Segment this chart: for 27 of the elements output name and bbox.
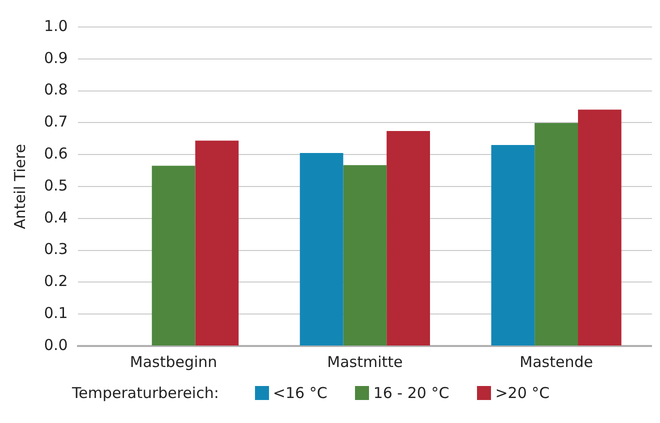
legend-title: Temperaturbereich: — [72, 384, 219, 402]
y-tick-label: 0.1 — [44, 304, 68, 322]
y-tick-label: 0.6 — [44, 144, 68, 162]
bar — [343, 165, 387, 346]
legend-label: >20 °C — [495, 384, 550, 402]
bar — [195, 140, 239, 346]
bar — [152, 166, 196, 346]
bar — [491, 145, 535, 346]
y-tick-label: 0.4 — [44, 208, 68, 226]
legend-label: <16 °C — [272, 384, 328, 402]
bar — [300, 153, 344, 346]
x-tick-label: Mastbeginn — [130, 352, 218, 371]
bar — [534, 123, 578, 346]
bar — [386, 130, 430, 346]
y-tick-label: 0.7 — [44, 112, 68, 131]
y-tick-label: 0.3 — [44, 240, 68, 258]
y-tick-label: 0.5 — [44, 176, 68, 194]
x-tick-label: Mastmitte — [327, 352, 403, 371]
x-tick-label: Mastende — [520, 352, 593, 371]
legend-label: 16 - 20 °C — [373, 384, 450, 402]
y-tick-label: 0.8 — [44, 80, 68, 99]
y-tick-label: 0.9 — [44, 48, 68, 67]
y-tick-label: 0.0 — [44, 336, 68, 354]
bar — [578, 110, 622, 346]
y-tick-label: 0.2 — [44, 272, 68, 290]
y-tick-label: 1.0 — [44, 16, 68, 35]
y-axis-title: Anteil Tiere — [10, 144, 29, 230]
